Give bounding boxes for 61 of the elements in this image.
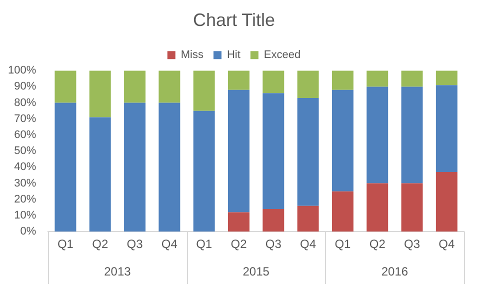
bar — [54, 70, 76, 103]
x-tick-label: Q1 — [196, 237, 212, 252]
bar — [54, 102, 76, 232]
y-tick-label: 10% — [14, 210, 36, 222]
bar — [262, 70, 284, 94]
bar — [193, 110, 215, 232]
bar — [228, 212, 250, 232]
y-tick-label: 80% — [14, 96, 36, 109]
bar — [297, 98, 319, 206]
x-tick-label: Q2 — [92, 237, 108, 252]
y-tick-label: 40% — [14, 161, 36, 174]
bar — [297, 70, 319, 98]
y-tick-label: 100% — [8, 64, 36, 77]
bar — [228, 90, 250, 212]
bar — [89, 70, 111, 118]
bar — [158, 70, 180, 103]
x-tick-label: Q1 — [334, 237, 352, 252]
bar — [262, 209, 284, 232]
x-tick-label: Q3 — [404, 237, 420, 252]
bar — [436, 70, 458, 86]
x-tick-label: Q3 — [265, 237, 282, 252]
bar — [436, 172, 458, 232]
bar — [193, 70, 215, 111]
y-tick-label: 60% — [14, 129, 36, 142]
bar — [436, 85, 458, 172]
x-tick-label: Q4 — [161, 237, 178, 252]
x-tick-label: Q3 — [126, 237, 144, 252]
y-tick-label: 70% — [14, 112, 36, 125]
bar — [401, 183, 423, 232]
x-tick-label: Q2 — [369, 237, 386, 252]
bar — [366, 183, 388, 232]
text: 2016 — [381, 264, 408, 278]
text: 2013 — [104, 264, 132, 278]
y-tick-label: 30% — [14, 177, 36, 190]
bar — [366, 70, 388, 87]
y-tick-label: 50% — [14, 145, 36, 158]
x-tick-label: Q2 — [230, 237, 248, 252]
bar — [401, 70, 423, 87]
chart-title: Chart Title — [192, 10, 276, 30]
bar — [262, 93, 284, 210]
bar — [89, 117, 111, 232]
bar — [401, 86, 423, 184]
legend-label: Hit — [226, 49, 240, 62]
x-tick-label: Q1 — [57, 237, 74, 252]
bar — [366, 86, 388, 184]
bar — [124, 102, 146, 232]
bar — [158, 102, 180, 232]
y-tick-label: 90% — [14, 80, 36, 93]
y-tick-label: 20% — [14, 193, 36, 206]
bar — [332, 90, 354, 192]
x-tick-label: Q4 — [300, 237, 316, 252]
y-tick-label: 0% — [20, 226, 36, 238]
bar — [332, 191, 354, 232]
legend-label: Exceed — [264, 49, 301, 62]
bar — [297, 206, 319, 232]
legend-label: Miss — [180, 49, 204, 62]
bar — [228, 70, 250, 90]
x-tick-label: Q4 — [438, 237, 455, 252]
bar — [124, 70, 146, 103]
bar — [332, 70, 354, 90]
text: 2015 — [242, 264, 270, 278]
